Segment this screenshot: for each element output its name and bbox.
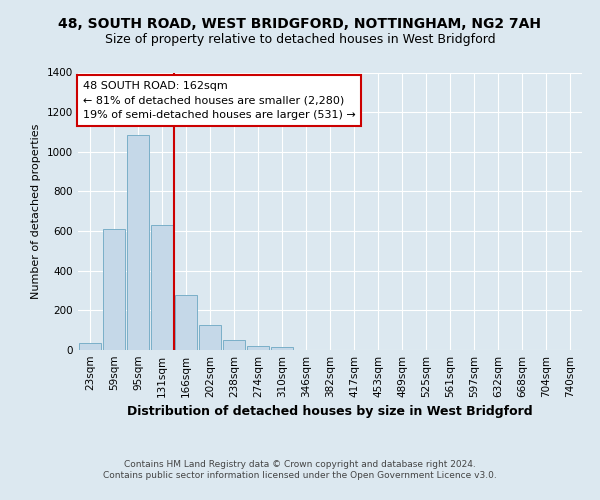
X-axis label: Distribution of detached houses by size in West Bridgford: Distribution of detached houses by size …: [127, 406, 533, 418]
Bar: [223, 340, 245, 350]
Bar: [127, 135, 149, 350]
Text: 48 SOUTH ROAD: 162sqm
← 81% of detached houses are smaller (2,280)
19% of semi-d: 48 SOUTH ROAD: 162sqm ← 81% of detached …: [83, 81, 356, 120]
Bar: [199, 325, 221, 350]
Bar: [103, 229, 125, 350]
Bar: [247, 346, 269, 350]
Bar: [175, 294, 197, 350]
Text: Contains HM Land Registry data © Crown copyright and database right 2024.: Contains HM Land Registry data © Crown c…: [124, 460, 476, 469]
Text: Size of property relative to detached houses in West Bridgford: Size of property relative to detached ho…: [104, 32, 496, 46]
Text: Contains public sector information licensed under the Open Government Licence v3: Contains public sector information licen…: [103, 471, 497, 480]
Bar: [151, 225, 173, 350]
Bar: [271, 347, 293, 350]
Y-axis label: Number of detached properties: Number of detached properties: [31, 124, 41, 299]
Text: 48, SOUTH ROAD, WEST BRIDGFORD, NOTTINGHAM, NG2 7AH: 48, SOUTH ROAD, WEST BRIDGFORD, NOTTINGH…: [59, 18, 542, 32]
Bar: [79, 343, 101, 350]
